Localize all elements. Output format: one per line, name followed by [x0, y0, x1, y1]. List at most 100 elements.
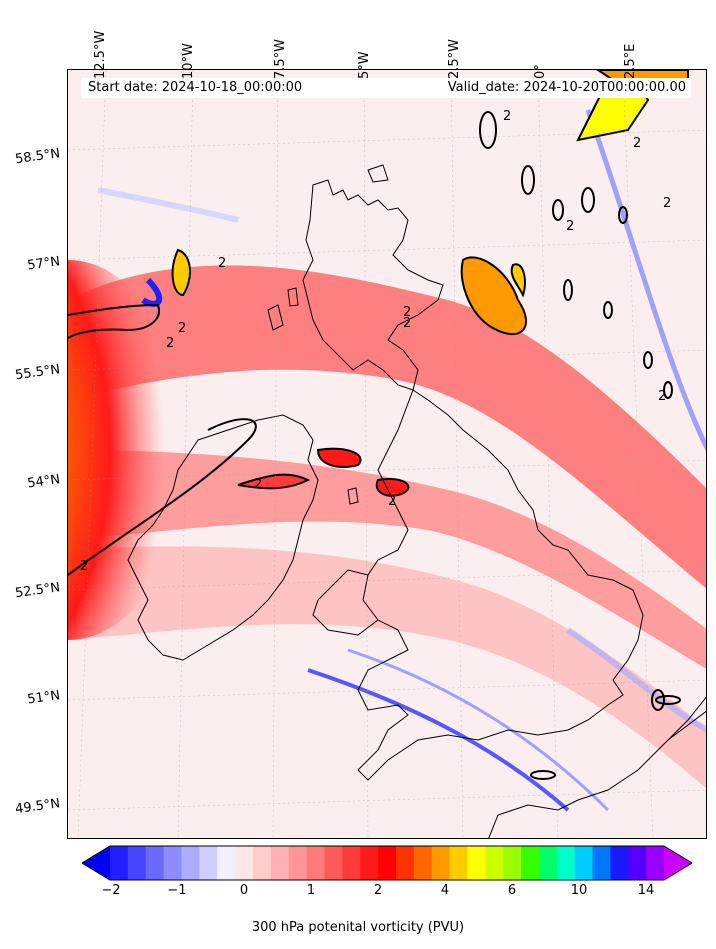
- colorbar-segment: [252, 846, 272, 880]
- coastline-france: [488, 710, 706, 838]
- colorbar-tick-label: −2: [101, 883, 121, 898]
- colorbar-arrow-min: [82, 846, 110, 880]
- colorbar-segment: [270, 846, 290, 880]
- pv-2-contour: [68, 303, 160, 339]
- pv-2-contour: [68, 418, 257, 576]
- colorbar: [82, 845, 692, 881]
- lon-label: 0°: [533, 64, 548, 79]
- contour-label: 2: [166, 336, 174, 351]
- colorbar-segment: [521, 846, 540, 880]
- colorbar-tick-label: 6: [507, 883, 517, 898]
- high-pv-patch: [510, 263, 526, 298]
- graticule: [68, 70, 706, 838]
- colorbar-segment: [163, 846, 182, 880]
- colorbar-segment: [378, 846, 397, 880]
- coastline-england: [357, 389, 644, 781]
- colorbar-tick-label: 0: [239, 883, 249, 898]
- colorbar-segment: [503, 846, 522, 880]
- colorbar-tick-label: 1: [306, 883, 316, 898]
- colorbar-segment: [431, 846, 451, 880]
- high-pv-patch: [460, 256, 528, 336]
- colorbar-label: 300 hPa potenital vorticity (PVU): [251, 920, 465, 935]
- colorbar-segment: [628, 846, 647, 880]
- contour-label: 2: [503, 109, 511, 124]
- colorbar-segment: [538, 846, 558, 880]
- coastline-isle-of-man: [347, 487, 359, 505]
- colorbar-tick-label: 10: [570, 883, 588, 898]
- lat-label: 58.5°N: [14, 146, 62, 168]
- colorbar-segment: [556, 846, 576, 880]
- colorbar-tick-label: −1: [167, 883, 187, 898]
- pv-band-south: [68, 546, 706, 789]
- colorbar-segment: [127, 846, 147, 880]
- pv-band-central: [68, 450, 706, 669]
- negative-pv-streak: [141, 277, 163, 307]
- colorbar-segment: [592, 846, 611, 880]
- contour-label: 2: [403, 316, 411, 331]
- negative-pv-streak: [585, 109, 706, 452]
- colorbar-segment: [110, 846, 129, 880]
- negative-pv-streak: [566, 627, 706, 733]
- valid-date-label: Valid_date: 2024-10-20T00:00:00.00: [447, 80, 686, 95]
- lon-label: 12.5°W: [93, 30, 108, 79]
- colorbar-segment: [646, 846, 665, 880]
- pv-2-contour: [237, 473, 311, 490]
- coastline-islands: [287, 287, 299, 307]
- map-panel: 2 2 2 2 2 2 2 2 2 2 2 2 2: [67, 69, 707, 839]
- lon-label: 5°W: [357, 51, 372, 79]
- lon-label: 2.5°E: [623, 43, 638, 79]
- lat-label: 51°N: [26, 688, 62, 708]
- coastline-scotland: [302, 179, 444, 391]
- contour-label: 2: [218, 256, 226, 271]
- pv-field-map: 2 2 2 2 2 2 2 2 2 2 2 2 2: [68, 70, 706, 838]
- contour-label: 2: [663, 196, 671, 211]
- colorbar-tick-label: 4: [440, 883, 450, 898]
- pv-2-contour: [316, 447, 362, 468]
- contour-label: 2: [254, 477, 262, 492]
- contour-labels: 2 2 2 2 2 2 2 2 2 2 2 2 2: [80, 109, 671, 574]
- lon-label: 7.5°W: [273, 38, 288, 79]
- pv-band-north: [68, 265, 706, 589]
- contour-label: 2: [178, 321, 186, 336]
- high-pv-patch: [171, 248, 191, 297]
- coastline-islands: [267, 304, 284, 331]
- colorbar-segment: [342, 846, 361, 880]
- colorbar-arrow-max: [664, 846, 692, 880]
- colorbar-tick-label: 14: [637, 883, 655, 898]
- lat-label: 54°N: [26, 472, 62, 492]
- colorbar-segment: [574, 846, 594, 880]
- contour-label: 2: [403, 305, 411, 320]
- contour-label: 2: [658, 389, 666, 404]
- colorbar-segment: [306, 846, 325, 880]
- colorbar-segment: [395, 846, 415, 880]
- contour-label: 2: [633, 136, 641, 151]
- coastline-wales: [312, 569, 379, 636]
- negative-pv-streak: [307, 668, 570, 812]
- coastline-ireland: [127, 414, 319, 661]
- date-header-box: [81, 78, 691, 98]
- colorbar-outline: [82, 845, 692, 881]
- negative-pv-streak: [97, 187, 239, 223]
- lat-label: 49.5°N: [14, 796, 62, 818]
- colorbar-segment: [610, 846, 629, 880]
- colorbar-segment: [467, 846, 486, 880]
- colorbar-segment: [485, 846, 504, 880]
- colorbar-segment: [324, 846, 343, 880]
- colorbar-segment: [145, 846, 165, 880]
- high-pv-region-west: [68, 260, 188, 640]
- colorbar-segment: [413, 846, 433, 880]
- contour-label: 2: [80, 559, 88, 574]
- start-date-label: Start date: 2024-10-18_00:00:00: [88, 80, 303, 95]
- lon-label: 2.5°W: [447, 38, 462, 79]
- colorbar-segment: [181, 846, 200, 880]
- colorbar-segment: [360, 846, 379, 880]
- pv-2-contour-dots: [479, 111, 681, 780]
- lat-label: 52.5°N: [14, 580, 62, 602]
- coastline-continent: [667, 696, 706, 741]
- lat-label: 55.5°N: [14, 362, 62, 384]
- colorbar-segment: [235, 846, 254, 880]
- colorbar-segment: [199, 846, 218, 880]
- contour-label: 2: [388, 494, 396, 509]
- colorbar-segment: [449, 846, 468, 880]
- coastline-islands: [367, 164, 389, 183]
